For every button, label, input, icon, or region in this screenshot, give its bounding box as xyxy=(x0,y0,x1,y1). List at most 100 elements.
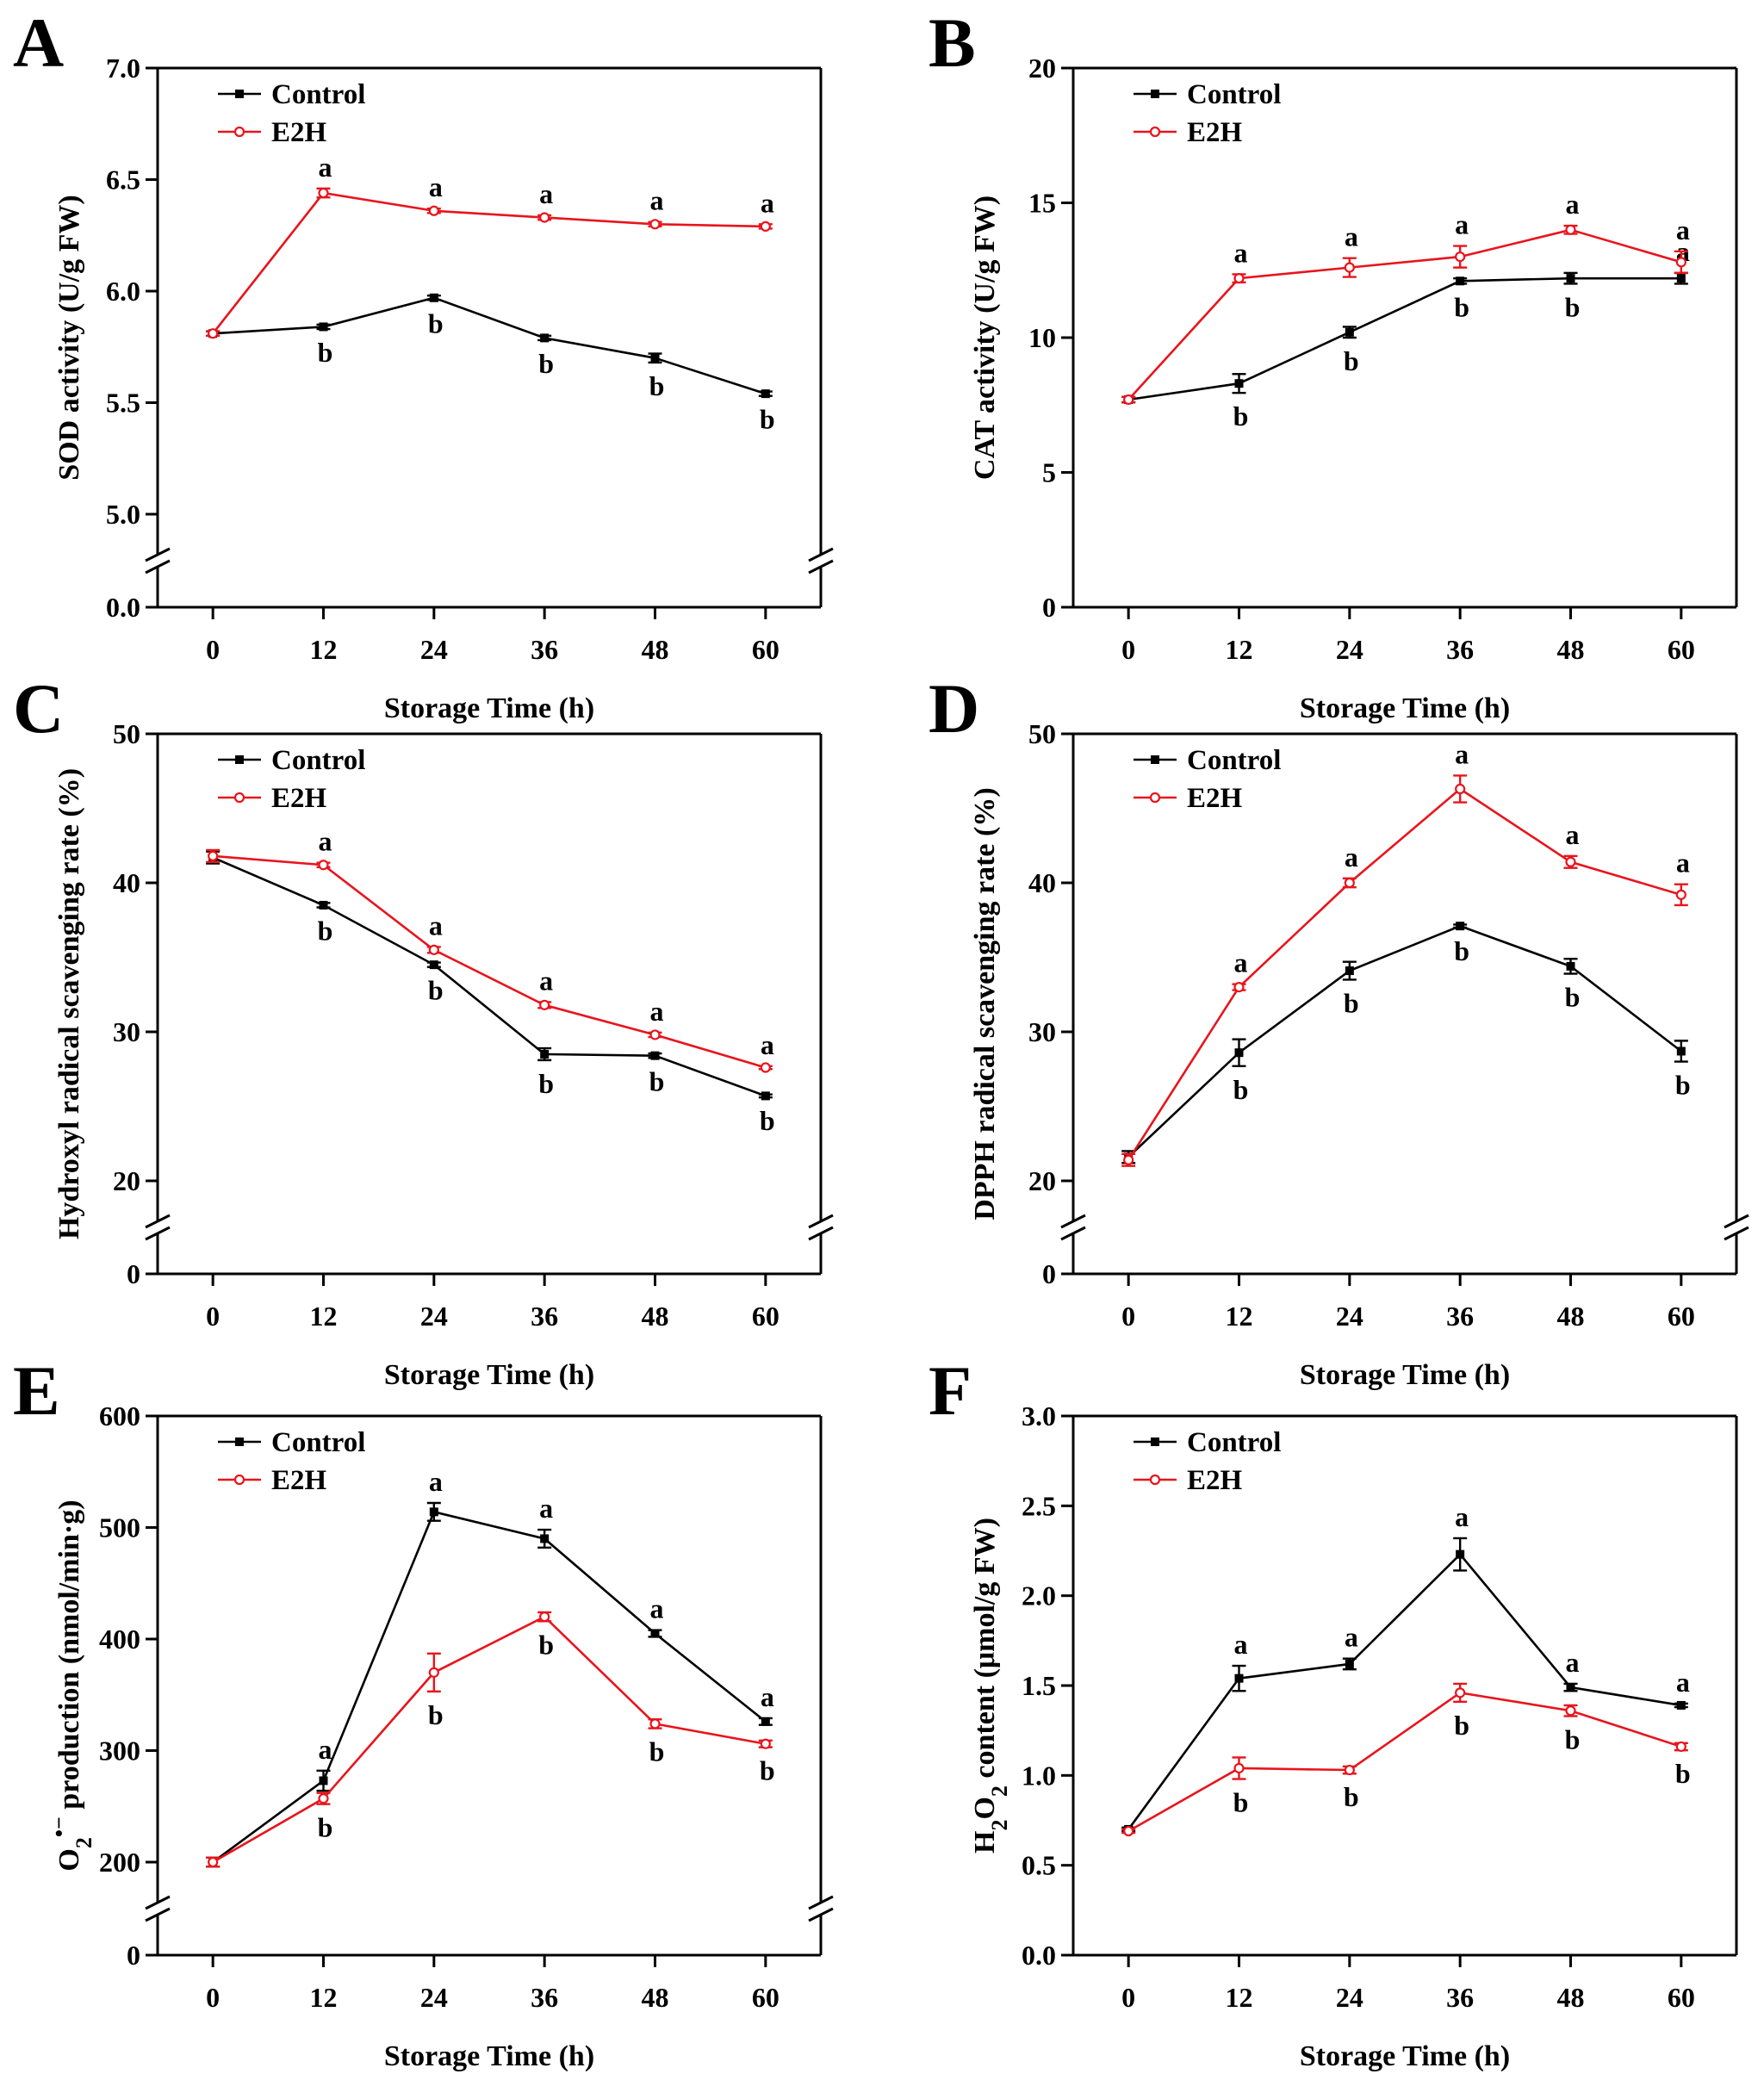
data-point xyxy=(761,1717,770,1726)
y-axis-title: DPPH radical scavenging rate (%) xyxy=(969,787,1001,1220)
significance-letter: b xyxy=(538,1068,554,1099)
significance-letter: a xyxy=(761,187,774,218)
significance-letter: b xyxy=(1454,1710,1469,1741)
x-tick-label: 0 xyxy=(1121,1301,1135,1332)
panel-a: A 0 12 24 36 48 60 5.0 5.5 6.0 6.5 7.0 0.0 Storage Ti… xyxy=(13,3,834,724)
y-tick-label: 1.0 xyxy=(1022,1760,1056,1791)
x-tick-label: 0 xyxy=(1121,1982,1135,2013)
y-tick-label: 30 xyxy=(1028,1016,1056,1047)
x-axis-title: Storage Time (h) xyxy=(1300,2040,1510,2072)
data-point xyxy=(1344,877,1355,889)
series-e2h: a a a a a xyxy=(206,826,774,1073)
data-point xyxy=(540,1534,550,1543)
data-point xyxy=(649,219,661,230)
data-point xyxy=(650,1051,660,1060)
data-point xyxy=(1123,1825,1134,1837)
data-point xyxy=(760,1062,771,1073)
legend-marker xyxy=(1151,1438,1159,1446)
data-point xyxy=(428,1667,439,1678)
x-axis-title: Storage Time (h) xyxy=(384,2040,594,2072)
x-tick-label: 60 xyxy=(1668,1982,1695,2013)
significance-letter: a xyxy=(539,1493,553,1524)
y-tick-label: 0 xyxy=(1042,592,1056,623)
y-tick-label: 20 xyxy=(1028,53,1056,84)
legend-marker xyxy=(1149,792,1161,804)
legend-marker xyxy=(1149,1474,1161,1486)
axis-break-mark xyxy=(808,1226,834,1241)
axis-break-mark xyxy=(808,559,834,574)
panel-c: C 0 12 24 36 48 60 20 30 40 50 0 Storage Time (h) Hyd… xyxy=(13,669,834,1391)
significance-letter: b xyxy=(760,1105,775,1136)
y-tick-label: 7.0 xyxy=(106,53,140,84)
data-point xyxy=(1234,1673,1244,1683)
legend-marker xyxy=(233,1474,245,1486)
x-tick-label: 0 xyxy=(1121,634,1135,665)
x-axis-title: Storage Time (h) xyxy=(384,692,594,724)
data-point xyxy=(1344,262,1355,273)
significance-letter: a xyxy=(429,1466,443,1497)
axis-break-mark xyxy=(145,1226,171,1241)
data-point xyxy=(649,1718,661,1729)
data-point xyxy=(1123,1154,1134,1165)
data-point xyxy=(760,220,771,232)
y-tick-label: 5.5 xyxy=(106,388,140,419)
significance-letter: a xyxy=(1234,1629,1248,1660)
series-control: a a a a a xyxy=(1121,1501,1690,1834)
significance-letter: a xyxy=(650,1593,664,1624)
significance-letter: a xyxy=(1566,1647,1580,1678)
data-point xyxy=(760,1738,771,1749)
significance-letter: a xyxy=(1566,819,1580,850)
x-tick-label: 12 xyxy=(1226,634,1253,665)
data-point xyxy=(649,1029,661,1040)
x-tick-label: 24 xyxy=(420,1301,448,1332)
data-point xyxy=(1345,966,1354,976)
y-axis-title-part: 2 xyxy=(987,1820,1012,1831)
y-axis-title-part: O xyxy=(53,1848,85,1871)
legend-label: E2H xyxy=(1187,783,1243,814)
series-line xyxy=(213,296,767,395)
y-tick-label: 6.5 xyxy=(106,165,140,196)
x-tick-label: 36 xyxy=(531,634,558,665)
data-point xyxy=(650,1629,660,1638)
legend-label: Control xyxy=(271,79,365,110)
legend: Control E2H xyxy=(1134,745,1281,814)
data-point xyxy=(761,389,770,399)
y-tick-label: 200 xyxy=(99,1847,140,1878)
x-tick-label: 48 xyxy=(1557,634,1585,665)
significance-letter: a xyxy=(429,171,443,202)
series-line xyxy=(213,854,767,1069)
x-tick-label: 36 xyxy=(1446,1982,1474,2013)
data-point xyxy=(208,850,219,861)
significance-letter: a xyxy=(1676,848,1690,879)
y-tick-label: 40 xyxy=(1028,867,1056,898)
y-axis-title-part: Hydroxyl radical scavenging rate (%) xyxy=(53,768,85,1239)
x-axis-title: Storage Time (h) xyxy=(1300,692,1510,724)
legend: Control E2H xyxy=(1134,1427,1281,1496)
series-e2h: b b b b b xyxy=(1121,1682,1691,1837)
axis-break-mark xyxy=(145,1214,171,1229)
y-tick-label: 40 xyxy=(113,867,140,898)
data-point xyxy=(319,322,328,332)
significance-letter: a xyxy=(650,996,664,1027)
y-axis-title-part: content (μmol/g FW) xyxy=(969,1518,1001,1785)
y-tick-label: 0 xyxy=(127,1940,140,1971)
panel-label: C xyxy=(13,669,64,748)
significance-letter: a xyxy=(761,1681,774,1712)
x-axis-title: Storage Time (h) xyxy=(384,1359,594,1391)
series-line xyxy=(1127,1552,1682,1830)
series-control: b b b b b xyxy=(206,850,775,1136)
legend: Control E2H xyxy=(218,1427,365,1496)
x-tick-label: 60 xyxy=(1668,1301,1695,1332)
legend-marker xyxy=(1151,755,1159,764)
legend-marker xyxy=(235,90,244,98)
legend-label: E2H xyxy=(271,117,327,148)
axis-break-mark xyxy=(808,1907,834,1922)
data-point xyxy=(1565,224,1576,235)
significance-letter: b xyxy=(1344,987,1359,1018)
y-axis-title-part: •− xyxy=(47,1816,71,1837)
y-axis-title: SOD activity (U/g FW) xyxy=(53,195,85,480)
series-line xyxy=(212,1510,767,1864)
data-point xyxy=(1234,379,1244,388)
data-point xyxy=(429,960,438,970)
